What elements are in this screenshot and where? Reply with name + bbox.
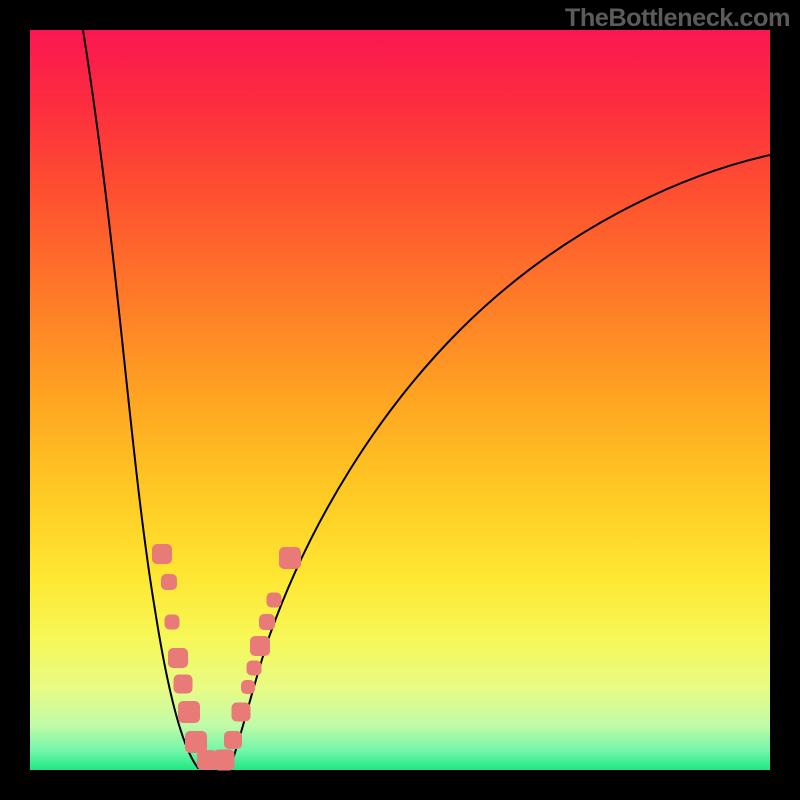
data-marker xyxy=(224,731,242,749)
data-marker xyxy=(152,544,172,564)
data-marker xyxy=(232,703,251,722)
data-marker xyxy=(178,701,200,723)
watermark-text: TheBottleneck.com xyxy=(565,4,790,33)
plot-background xyxy=(30,30,770,770)
data-marker xyxy=(168,648,188,668)
data-marker xyxy=(174,675,193,694)
figure-root: TheBottleneck.com xyxy=(0,0,800,800)
data-marker xyxy=(161,574,177,590)
data-marker xyxy=(165,615,180,630)
data-marker xyxy=(267,593,282,608)
data-marker xyxy=(185,731,207,753)
data-marker xyxy=(241,680,255,694)
data-marker xyxy=(279,547,301,569)
data-marker xyxy=(214,750,235,771)
data-marker xyxy=(247,661,262,676)
data-marker xyxy=(250,636,270,656)
data-marker xyxy=(259,614,275,630)
chart-svg xyxy=(0,0,800,800)
